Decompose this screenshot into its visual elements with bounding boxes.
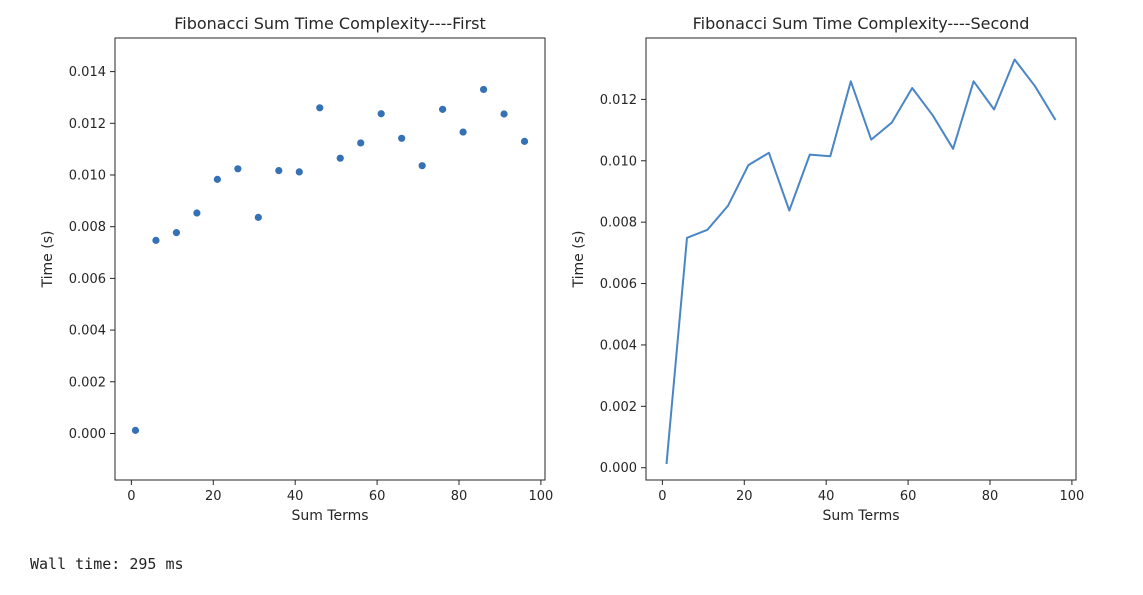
y-tick-label: 0.012 bbox=[69, 117, 106, 132]
scatter-point bbox=[377, 110, 385, 118]
wall-time-output: Wall time: 295 ms bbox=[30, 555, 184, 573]
y-tick-label: 0.010 bbox=[69, 168, 106, 183]
scatter-point bbox=[316, 104, 324, 112]
scatter-point bbox=[295, 168, 303, 176]
x-tick-label: 20 bbox=[736, 489, 753, 504]
x-tick-label: 60 bbox=[900, 489, 917, 504]
y-tick-label: 0.004 bbox=[69, 324, 106, 339]
scatter-point bbox=[213, 175, 221, 183]
plot-frame-first bbox=[114, 37, 546, 481]
y-axis-label-second: Time (s) bbox=[571, 231, 587, 289]
y-tick-label: 0.006 bbox=[69, 272, 106, 287]
x-tick-label: 40 bbox=[818, 489, 835, 504]
x-axis-label-second: Sum Terms bbox=[822, 508, 899, 524]
chart-title-first: Fibonacci Sum Time Complexity----First bbox=[174, 14, 486, 33]
scatter-point bbox=[336, 154, 344, 162]
x-tick-label: 20 bbox=[205, 489, 222, 504]
x-tick-label: 80 bbox=[982, 489, 999, 504]
y-tick-label: 0.002 bbox=[600, 400, 637, 415]
chart-title-second: Fibonacci Sum Time Complexity----Second bbox=[693, 14, 1030, 33]
x-tick-label: 60 bbox=[369, 489, 386, 504]
plot-frame-second bbox=[645, 37, 1077, 481]
x-tick-label: 80 bbox=[451, 489, 468, 504]
y-tick-label: 0.014 bbox=[69, 65, 106, 80]
scatter-point bbox=[275, 167, 283, 175]
y-tick-label: 0.010 bbox=[600, 154, 637, 169]
scatter-point bbox=[479, 85, 488, 94]
figure: Fibonacci Sum Time Complexity----First Su… bbox=[40, 14, 1084, 524]
chart-first-scatter: Fibonacci Sum Time Complexity----First Su… bbox=[40, 14, 553, 524]
scatter-point bbox=[439, 105, 447, 113]
x-tick-label: 0 bbox=[127, 489, 135, 504]
y-tick-label: 0.008 bbox=[69, 220, 106, 235]
scatter-point bbox=[172, 229, 181, 237]
x-tick-label: 40 bbox=[287, 489, 304, 504]
scatter-point bbox=[193, 209, 201, 217]
scatter-point bbox=[357, 139, 365, 147]
x-tick-label: 100 bbox=[528, 489, 553, 504]
scatter-point bbox=[254, 213, 262, 221]
scatter-point bbox=[152, 236, 160, 244]
scatter-point bbox=[520, 137, 529, 145]
y-tick-label: 0.006 bbox=[600, 277, 637, 292]
series-line bbox=[665, 58, 1057, 465]
y-tick-label: 0.002 bbox=[69, 375, 106, 390]
chart-second-line: Fibonacci Sum Time Complexity----Second S… bbox=[571, 14, 1084, 524]
y-tick-label: 0.004 bbox=[600, 338, 637, 353]
y-axis-label-first: Time (s) bbox=[40, 231, 56, 289]
y-tick-label: 0.008 bbox=[600, 216, 637, 231]
x-tick-label: 0 bbox=[658, 489, 666, 504]
scatter-point bbox=[398, 134, 406, 142]
scatter-point bbox=[459, 128, 467, 136]
y-tick-label: 0.000 bbox=[69, 427, 106, 442]
scatter-point bbox=[234, 165, 242, 173]
x-tick-label: 100 bbox=[1059, 489, 1084, 504]
scatter-point bbox=[131, 426, 140, 434]
x-axis-label-first: Sum Terms bbox=[291, 508, 368, 524]
y-tick-label: 0.000 bbox=[600, 461, 637, 476]
scatter-point bbox=[500, 110, 508, 118]
scatter-point bbox=[418, 162, 426, 170]
y-tick-label: 0.012 bbox=[600, 93, 637, 108]
